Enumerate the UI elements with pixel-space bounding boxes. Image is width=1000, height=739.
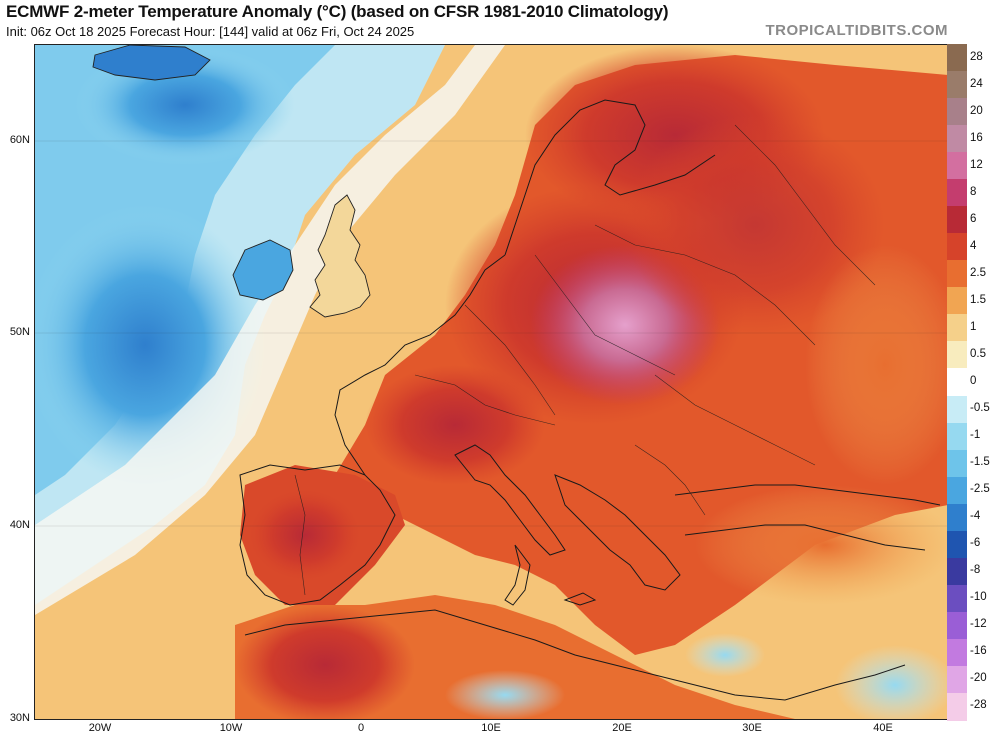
- colorbar-swatch: [947, 233, 967, 262]
- colorbar-swatch: [947, 341, 967, 370]
- lat-label-40n: 40N: [9, 519, 30, 531]
- colorbar-label: -2.5: [970, 483, 990, 496]
- site-credit[interactable]: TROPICALTIDBITS.COM: [765, 22, 948, 39]
- anomaly-map-canvas: [35, 45, 948, 719]
- colorbar-label: -10: [970, 591, 987, 604]
- colorbar-swatch: [947, 44, 967, 72]
- colorbar-label: 1.5: [970, 293, 986, 306]
- lon-label-10e: 10E: [481, 722, 501, 734]
- colorbar-label: 1: [970, 320, 977, 333]
- colorbar-swatch: [947, 557, 967, 586]
- colorbar-label: 0: [970, 375, 977, 387]
- colorbar-label: -4: [970, 510, 981, 523]
- colorbar-swatch: [947, 368, 967, 397]
- iberia-hot-core: [250, 490, 360, 580]
- colorbar-label: 28: [970, 50, 983, 63]
- colorbar-label: 12: [970, 158, 983, 171]
- colorbar-label: -1.5: [970, 456, 990, 469]
- colorbar-swatch: [947, 287, 967, 316]
- colorbar-label: 6: [970, 212, 977, 225]
- levant-cool-pocket: [835, 645, 948, 719]
- libya-cool-pocket: [445, 670, 565, 719]
- alps-hot-area: [365, 365, 545, 485]
- turkey-warm-area: [695, 485, 948, 605]
- colorbar-label: -6: [970, 537, 981, 550]
- colorbar-label: -1: [970, 429, 981, 442]
- lon-label-20w: 20W: [88, 722, 112, 734]
- neutral-band: [35, 45, 505, 615]
- colorbar-label: -16: [970, 645, 987, 658]
- colorbar-label: 4: [970, 239, 977, 252]
- great-britain-outline: [309, 194, 371, 318]
- colorbar-label: -20: [970, 672, 987, 685]
- colorbar-swatch: [947, 260, 967, 289]
- colorbar-swatch: [947, 71, 967, 100]
- colorbar-label: -0.5: [970, 402, 990, 415]
- anomaly-map[interactable]: [34, 44, 949, 720]
- colorbar-label: -12: [970, 618, 987, 631]
- ireland-outline: [232, 239, 294, 301]
- med-cool-pocket: [685, 633, 765, 677]
- lat-label-60n: 60N: [9, 134, 30, 146]
- lon-label-30e: 30E: [742, 722, 762, 734]
- colorbar-label: 2.5: [970, 266, 986, 279]
- morocco-hot-core: [235, 605, 415, 719]
- colorbar-label: 0.5: [970, 347, 986, 360]
- colorbar-swatch: [947, 611, 967, 640]
- colorbar-swatch: [947, 422, 967, 451]
- colorbar-swatch: [947, 638, 967, 667]
- colorbar-swatch: [947, 206, 967, 235]
- lon-label-20e: 20E: [612, 722, 632, 734]
- lat-label-50n: 50N: [9, 326, 30, 338]
- coastlines: [239, 99, 941, 701]
- lon-label-40e: 40E: [873, 722, 893, 734]
- lon-label-0: 0: [357, 722, 365, 734]
- colorbar-swatch: [947, 665, 967, 694]
- colorbar-swatch: [947, 584, 967, 613]
- colorbar-swatch: [947, 449, 967, 478]
- colorbar-label: 20: [970, 104, 983, 117]
- colorbar-swatch: [947, 179, 967, 208]
- colorbar-swatch: [947, 152, 967, 181]
- colorbar-swatch: [947, 395, 967, 424]
- graticule: [35, 140, 948, 527]
- colorbar-swatch: [947, 692, 967, 721]
- colorbar-swatch: [947, 503, 967, 532]
- colorbar-legend: 28 24 20 16 12 8 6 4 2.5 1.5 1 0.5 0 -0.5 -1 -1.5 -2.5 -4…: [947, 44, 1000, 721]
- colorbar-swatch: [947, 476, 967, 505]
- colorbar-swatch: [947, 125, 967, 154]
- colorbar-swatch: [947, 98, 967, 127]
- lon-label-10w: 10W: [219, 722, 243, 734]
- colorbar-swatch: [947, 530, 967, 559]
- map-subtitle: Init: 06z Oct 18 2025 Forecast Hour: [14…: [6, 24, 415, 39]
- colorbar-label: 8: [970, 185, 977, 198]
- map-title: ECMWF 2-meter Temperature Anomaly (°C) (…: [6, 2, 669, 21]
- lat-label-30n: 30N: [9, 712, 30, 724]
- iceland-outline: [92, 45, 211, 81]
- colorbar-label: -8: [970, 564, 981, 577]
- east-warm-area: [805, 245, 948, 485]
- colorbar-swatch: [947, 314, 967, 343]
- colorbar-label: 16: [970, 131, 983, 144]
- country-borders: [294, 124, 876, 596]
- russia-hot-area: [625, 115, 885, 335]
- colorbar-label: 24: [970, 77, 983, 90]
- colorbar-label: -28: [970, 699, 987, 712]
